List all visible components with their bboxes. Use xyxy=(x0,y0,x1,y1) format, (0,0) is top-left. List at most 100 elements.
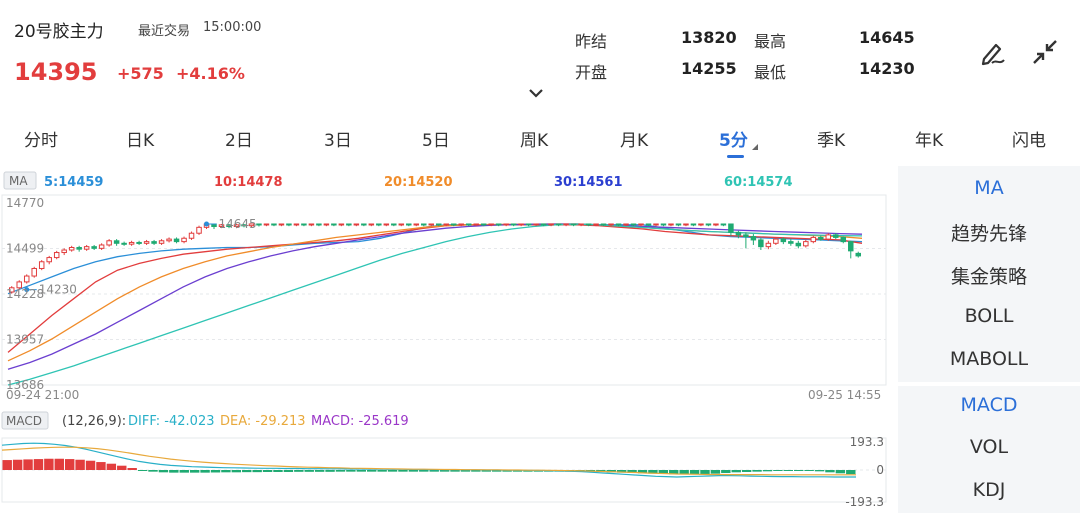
macd-y-tick-label: 0 xyxy=(876,463,884,477)
candle-up xyxy=(181,237,187,243)
candle-up xyxy=(128,241,135,245)
macd-bar-positive xyxy=(64,459,75,470)
tab-dropdown-corner-icon[interactable] xyxy=(752,144,758,150)
tab-5day[interactable]: 5日 xyxy=(422,131,450,151)
macd-bar-negative xyxy=(398,470,408,472)
macd-bar-negative xyxy=(314,470,325,472)
candle-down xyxy=(173,238,180,243)
candle-down xyxy=(331,223,337,226)
candle-up xyxy=(31,267,37,277)
exit-fullscreen-icon[interactable] xyxy=(1030,37,1060,67)
tab-5min[interactable]: 5分 xyxy=(719,131,748,151)
tab-weekly-k[interactable]: 周K xyxy=(520,131,549,151)
macd-bar-negative xyxy=(377,470,387,472)
macd-bar-negative xyxy=(512,470,523,472)
candle-up xyxy=(61,249,67,254)
macd-bar-negative xyxy=(783,470,794,471)
candle-down xyxy=(316,223,322,226)
macd-bar-negative xyxy=(637,470,648,474)
candle-up xyxy=(488,223,494,226)
macd-bar-positive xyxy=(127,468,137,470)
candle-up xyxy=(353,223,360,226)
candle-down xyxy=(241,224,247,227)
side-item-gold-strategy[interactable]: 集金策略 xyxy=(950,266,1027,288)
instrument-title: 20号胶主力 xyxy=(14,22,104,42)
candle-up xyxy=(323,223,330,226)
side-item-trend-pioneer[interactable]: 趋势先锋 xyxy=(950,223,1027,245)
candle-up xyxy=(765,242,772,248)
macd-bar-negative xyxy=(439,470,450,472)
macd-bar-negative xyxy=(689,470,700,475)
macd-bar-negative xyxy=(814,470,825,472)
macd-bar-negative xyxy=(148,470,158,472)
candle-down xyxy=(855,252,862,257)
side-item-boll[interactable]: BOLL xyxy=(964,305,1014,327)
macd-bar-negative xyxy=(773,470,783,471)
low-label: 最低 xyxy=(754,63,787,82)
macd-bar-negative xyxy=(741,470,752,472)
macd-bar-negative xyxy=(294,470,304,472)
indicator-side-panel: MA 趋势先锋 集金策略 BOLL MABOLL MACD VOL KDJ xyxy=(898,166,1080,513)
macd-dea: DEA: -29.213 xyxy=(220,414,306,429)
macd-bar-negative xyxy=(273,470,283,472)
candle-down xyxy=(376,223,382,226)
macd-badge-box xyxy=(1,411,49,430)
side-item-maboll[interactable]: MABOLL xyxy=(949,348,1029,370)
tab-timeshare[interactable]: 分时 xyxy=(24,131,58,151)
macd-legend: MACD (12,26,9): DIFF: -42.023 DEA: -29.2… xyxy=(1,411,409,430)
chevron-down-icon[interactable] xyxy=(528,88,544,98)
candle-up xyxy=(83,246,90,250)
candle-down xyxy=(76,246,82,250)
macd-bar-negative xyxy=(679,470,689,475)
candle-up xyxy=(16,281,22,289)
macd-bar-negative xyxy=(471,470,481,472)
macd-bar-negative xyxy=(262,470,273,472)
macd-bar-negative xyxy=(429,470,439,472)
ma5-value: 5:14459 xyxy=(44,175,103,190)
macd-bar-negative xyxy=(700,470,710,474)
candle-down xyxy=(406,223,412,226)
tab-2day[interactable]: 2日 xyxy=(225,131,253,151)
candle-up xyxy=(143,241,150,244)
dea-line xyxy=(1,446,856,476)
candle-up xyxy=(293,223,300,226)
macd-bar-negative xyxy=(158,470,169,473)
candle-up xyxy=(158,240,165,244)
macd-y-tick-label: -193.3 xyxy=(845,495,884,509)
tab-monthly-k[interactable]: 月K xyxy=(620,131,649,151)
candle-down xyxy=(421,223,427,226)
tab-yearly-k[interactable]: 年K xyxy=(915,131,944,151)
x-start-label: 09-24 21:00 xyxy=(6,388,79,402)
side-item-kdj[interactable]: KDJ xyxy=(972,479,1006,501)
macd-bar-negative xyxy=(304,470,314,472)
macd-bar-positive xyxy=(2,460,12,470)
recent-trade-label: 最近交易 xyxy=(138,24,191,39)
macd-badge: MACD xyxy=(6,414,42,428)
macd-bar-negative xyxy=(210,470,221,473)
open-value: 14255 xyxy=(681,59,737,78)
macd-bar-negative xyxy=(200,470,210,473)
tab-flash[interactable]: 闪电 xyxy=(1012,131,1046,151)
candle-up xyxy=(233,224,240,228)
tab-3day[interactable]: 3日 xyxy=(324,131,352,151)
candle-up xyxy=(653,223,659,226)
kline-chart[interactable]: MA 5:14459 10:14478 20:14520 30:14561 60… xyxy=(0,166,898,510)
y-tick-label: 14499 xyxy=(6,242,44,256)
side-item-ma[interactable]: MA xyxy=(974,177,1004,199)
tab-quarterly-k[interactable]: 季K xyxy=(817,131,846,151)
candle-down xyxy=(728,223,734,233)
candle-down xyxy=(361,223,367,226)
ma-lines xyxy=(7,223,863,386)
side-item-vol[interactable]: VOL xyxy=(969,436,1009,458)
side-item-macd[interactable]: MACD xyxy=(960,394,1018,416)
candle-up xyxy=(683,223,689,226)
candle-up xyxy=(196,226,202,234)
macd-bar-negative xyxy=(189,470,200,473)
macd-bar-positive xyxy=(96,462,106,470)
candle-up xyxy=(383,223,390,226)
candle-up xyxy=(413,223,420,226)
last-price: 14395 xyxy=(14,58,98,86)
macd-bar-negative xyxy=(491,470,502,472)
tab-daily-k[interactable]: 日K xyxy=(126,131,155,151)
draw-pen-icon[interactable] xyxy=(978,37,1008,67)
